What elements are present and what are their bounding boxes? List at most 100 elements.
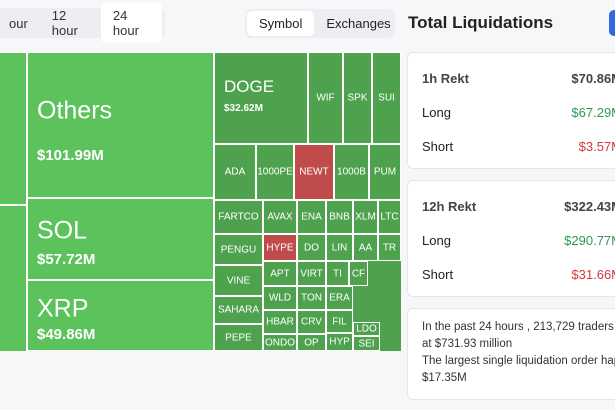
- cell-label: NEWT: [299, 166, 329, 178]
- treemap-cell[interactable]: [0, 52, 27, 205]
- cell-label: XRP: [37, 294, 89, 323]
- cell-label: HBAR: [266, 316, 294, 328]
- treemap-cell[interactable]: ADA: [214, 144, 256, 200]
- treemap-cell[interactable]: SUI: [372, 52, 401, 144]
- cell-label: LDO: [356, 323, 377, 335]
- cell-label: XLM: [355, 211, 376, 223]
- toggle-option[interactable]: Symbol: [247, 11, 315, 36]
- treemap-cell[interactable]: Others $101.99M: [27, 52, 214, 198]
- cell-label: DOGE: [224, 77, 275, 97]
- cell-label: LIN: [331, 242, 348, 253]
- cell-label: SOL: [37, 216, 88, 245]
- cell-value: $32.62M: [224, 102, 263, 114]
- action-button[interactable]: [609, 10, 615, 36]
- cell-label: 1000B: [337, 166, 366, 178]
- treemap-cell[interactable]: CF: [349, 261, 368, 286]
- cell-label: HYPE: [266, 242, 294, 253]
- cell-label: CF: [351, 268, 366, 279]
- card-row: Short $3.57M: [422, 139, 615, 154]
- treemap-cell[interactable]: HBAR: [263, 310, 297, 334]
- treemap-cell[interactable]: PUM: [369, 144, 401, 200]
- cell-value: $49.86M: [37, 325, 96, 343]
- cell-label: Others: [37, 96, 113, 125]
- summary-line: $17.35M: [422, 372, 467, 384]
- cell-label: TR: [382, 242, 397, 253]
- treemap-cell[interactable]: SEI: [353, 336, 380, 351]
- time-tab[interactable]: our: [9, 15, 28, 31]
- summary-line: In the past 24 hours , 213,729 traders w: [422, 321, 615, 333]
- treemap-cell[interactable]: LDO: [353, 322, 380, 336]
- cell-label: PUM: [373, 166, 397, 178]
- treemap-cell[interactable]: FIL: [326, 310, 353, 333]
- time-tab[interactable]: 12 hour: [51, 8, 78, 38]
- cell-label: PENGU: [220, 244, 257, 255]
- treemap-cell[interactable]: PENGU: [214, 234, 263, 265]
- treemap-cell[interactable]: CRV: [297, 310, 326, 334]
- card-row: Short $31.66M: [422, 267, 615, 282]
- treemap-cell[interactable]: WLD: [263, 286, 297, 310]
- treemap-cell[interactable]: AA: [353, 234, 378, 261]
- treemap-cell[interactable]: PEPE: [214, 324, 263, 351]
- card-total: $322.43M: [564, 199, 615, 214]
- cell-label: HYP: [329, 336, 350, 348]
- cell-label: CRV: [301, 316, 322, 328]
- cell-label: WLD: [268, 292, 292, 304]
- treemap-cell[interactable]: SPK: [343, 52, 372, 144]
- treemap-cell[interactable]: FARTCO: [214, 200, 263, 234]
- cell-label: TI: [333, 268, 342, 279]
- treemap-cell[interactable]: AVAX: [263, 200, 297, 234]
- treemap-cell[interactable]: HYP: [326, 333, 353, 351]
- treemap-cell[interactable]: VINE: [214, 265, 263, 296]
- time-tab[interactable]: 24 hour: [100, 3, 162, 43]
- treemap-cell[interactable]: SOL $57.72M: [27, 198, 214, 280]
- treemap-cell[interactable]: WIF: [308, 52, 343, 144]
- treemap-cell[interactable]: 1000B: [334, 144, 369, 200]
- card-row: Long $290.77M: [422, 233, 615, 248]
- time-tabs: our 12 hour 24 hour: [0, 3, 165, 43]
- cell-label: APT: [270, 268, 290, 279]
- treemap-cell[interactable]: 1000PE: [256, 144, 294, 200]
- cell-value: $57.72M: [37, 251, 96, 268]
- cell-label: SUI: [378, 92, 395, 104]
- cell-label: FIL: [332, 316, 347, 327]
- summary-line: at $731.93 million: [422, 338, 513, 350]
- row-label: Long: [422, 233, 451, 248]
- cell-label: TON: [301, 292, 322, 304]
- treemap-cell[interactable]: OP: [297, 334, 326, 351]
- treemap-cell[interactable]: DO: [297, 234, 326, 261]
- treemap-cell[interactable]: BNB: [326, 200, 353, 234]
- treemap-cell[interactable]: TI: [326, 261, 349, 286]
- treemap-cell[interactable]: XRP $49.86M: [27, 280, 214, 351]
- toggle-option[interactable]: Exchanges: [326, 16, 391, 31]
- treemap-cell[interactable]: SAHARA: [214, 296, 263, 324]
- treemap-cell[interactable]: DOGE $32.62M: [214, 52, 308, 144]
- treemap-cell[interactable]: TR: [378, 234, 401, 261]
- treemap-cell[interactable]: NEWT: [294, 144, 334, 200]
- card-title: 12h Rekt: [422, 199, 477, 214]
- treemap-cell[interactable]: ENA: [297, 200, 326, 234]
- treemap-cell[interactable]: XLM: [353, 200, 378, 234]
- treemap-cell[interactable]: ERA: [326, 286, 353, 310]
- cell-label: PEPE: [225, 332, 252, 343]
- treemap-cell[interactable]: LIN: [326, 234, 353, 261]
- treemap-cell[interactable]: [0, 205, 27, 351]
- cell-label: ADA: [224, 166, 246, 178]
- summary-card: In the past 24 hours , 213,729 traders w…: [407, 308, 615, 400]
- cell-label: ERA: [329, 292, 350, 304]
- treemap-cell[interactable]: ONDO: [263, 334, 297, 351]
- row-label: Long: [422, 105, 451, 120]
- cell-label: DO: [304, 242, 319, 253]
- view-toggle: Symbol Exchanges: [245, 9, 395, 38]
- treemap-cell[interactable]: LTC: [378, 200, 401, 234]
- treemap-cell[interactable]: APT: [263, 261, 297, 286]
- cell-label: BNB: [329, 211, 350, 223]
- card-row: Long $67.29M: [422, 105, 615, 120]
- cell-label: SAHARA: [217, 304, 260, 316]
- treemap-cell[interactable]: TON: [297, 286, 326, 310]
- treemap-cell[interactable]: VIRT: [297, 261, 326, 286]
- card-header: 1h Rekt $70.86M: [422, 71, 615, 86]
- row-label: Short: [422, 139, 454, 154]
- treemap-cell[interactable]: HYPE: [263, 234, 297, 261]
